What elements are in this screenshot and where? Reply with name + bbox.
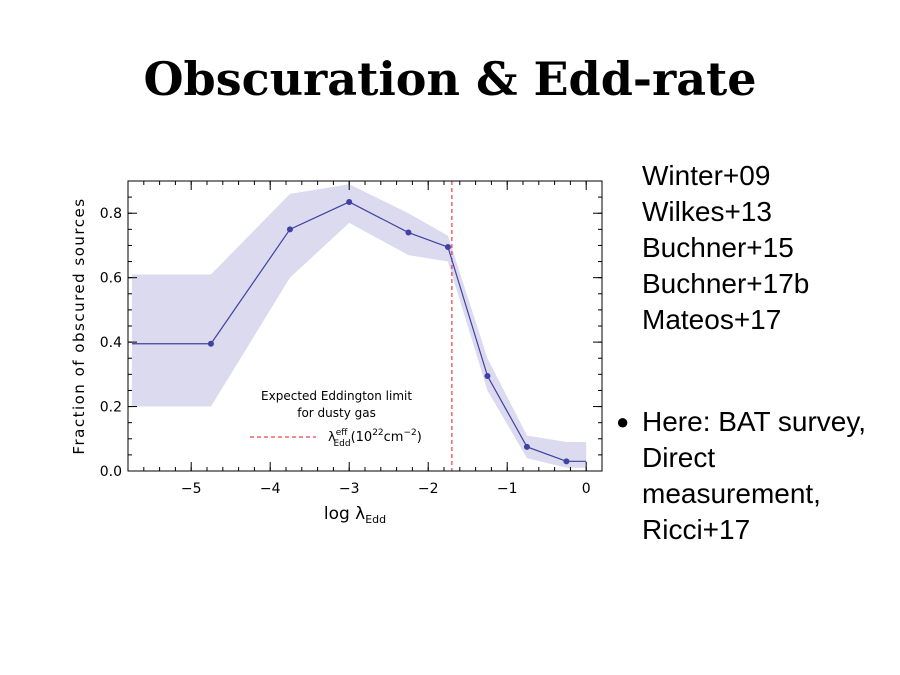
data-point bbox=[484, 372, 491, 379]
band-area bbox=[131, 184, 587, 468]
x-tick-label: −4 bbox=[260, 481, 281, 497]
x-tick-label: −5 bbox=[181, 481, 202, 497]
y-tick-label: 0.4 bbox=[100, 335, 122, 351]
reference-list: Winter+09 Wilkes+13 Buchner+15 Buchner+1… bbox=[642, 158, 809, 338]
annotation-line-2: for dusty gas bbox=[297, 406, 376, 420]
legend-label: λeff Edd(1022cm−2) bbox=[328, 428, 422, 449]
confidence-band bbox=[131, 184, 587, 468]
axis-ticks: 0.0 0.2 0.4 0.6 0.8 −5 −4 −3 −2 −1 0 bbox=[100, 180, 603, 497]
y-tick-label: 0.6 bbox=[100, 271, 122, 287]
reference-item: Buchner+17b bbox=[642, 268, 810, 299]
y-tick-label: 0.8 bbox=[100, 206, 122, 222]
data-point bbox=[346, 198, 353, 205]
y-axis-label: Fraction of obscured sources bbox=[70, 197, 88, 454]
x-tick-label: −1 bbox=[497, 481, 518, 497]
annotation: Expected Eddington limit for dusty gas λef… bbox=[250, 389, 422, 449]
data-point bbox=[444, 244, 451, 251]
data-point bbox=[207, 340, 214, 347]
reference-item: Wilkes+13 bbox=[642, 196, 772, 227]
x-tick-label: −3 bbox=[339, 481, 360, 497]
obscuration-chart: 0.0 0.2 0.4 0.6 0.8 −5 −4 −3 −2 −1 0 Fraction of o… bbox=[60, 165, 620, 535]
data-point bbox=[563, 458, 570, 465]
y-tick-label: 0.2 bbox=[100, 400, 122, 416]
series-line bbox=[131, 201, 587, 462]
chart-svg: 0.0 0.2 0.4 0.6 0.8 −5 −4 −3 −2 −1 0 Fraction of o… bbox=[70, 180, 603, 526]
slide-title: Obscuration & Edd-rate bbox=[143, 52, 757, 106]
y-tick-label: 0.0 bbox=[100, 464, 122, 480]
bullet-dot-icon: ● bbox=[616, 409, 630, 434]
data-point bbox=[286, 226, 293, 233]
reference-item: Mateos+17 bbox=[642, 304, 782, 335]
data-line bbox=[131, 201, 587, 462]
annotation-line-1: Expected Eddington limit bbox=[261, 389, 412, 403]
bullet-text: Here: BAT survey, Direct measurement, Ri… bbox=[642, 406, 867, 545]
x-tick-label: −2 bbox=[418, 481, 439, 497]
data-point bbox=[405, 229, 412, 236]
x-axis-label: log λEdd bbox=[324, 504, 386, 526]
reference-item: Buchner+15 bbox=[642, 232, 794, 263]
series-markers bbox=[207, 198, 570, 465]
reference-item: Winter+09 bbox=[642, 160, 771, 191]
data-point bbox=[523, 443, 530, 450]
x-tick-label: 0 bbox=[582, 481, 591, 497]
